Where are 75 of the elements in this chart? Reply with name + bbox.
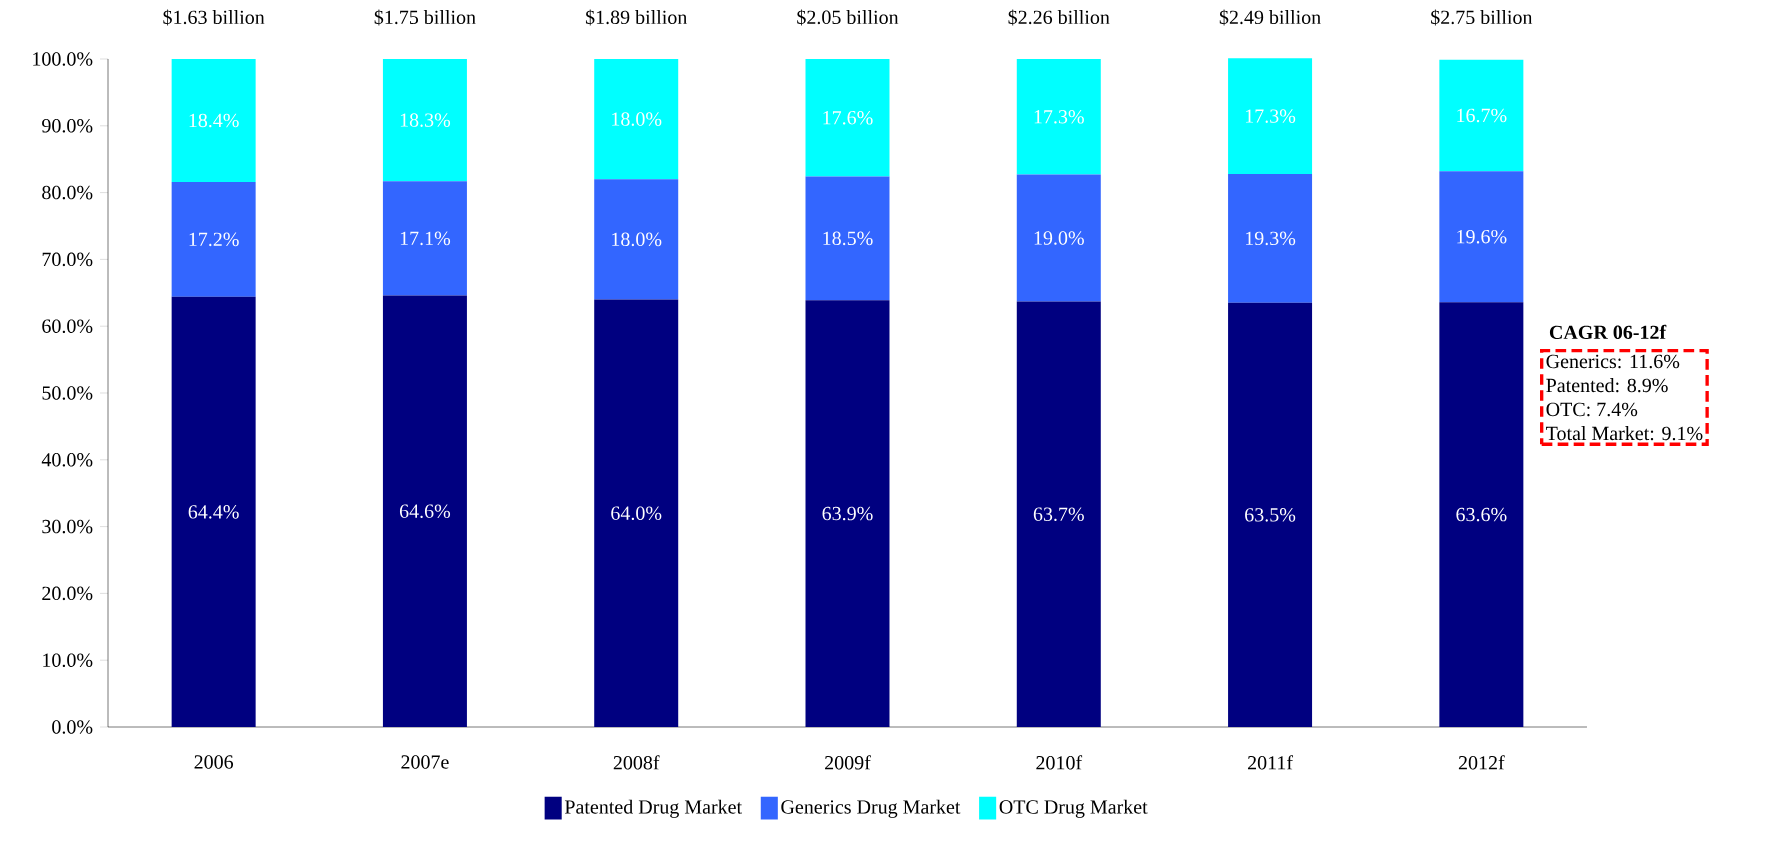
y-tick-label: 10.0% <box>43 653 93 667</box>
bar <box>1439 171 1524 303</box>
legend-label: OTC Drug Market <box>999 799 1148 818</box>
data-label: 16.7% <box>1457 108 1507 123</box>
data-label: 63.9% <box>822 506 873 521</box>
y-tick-label: 90.0% <box>42 119 93 133</box>
bar <box>594 59 679 180</box>
bar <box>594 179 679 300</box>
data-label: 64.6% <box>399 504 451 519</box>
x-tick-label: 2010f <box>1036 755 1083 770</box>
bar <box>1228 302 1313 727</box>
bar <box>1016 59 1101 175</box>
x-tick-label: 2012f <box>1458 755 1505 770</box>
annotation: Generics: 11.6% <box>1546 354 1680 369</box>
data-label: 64.4% <box>188 505 239 519</box>
data-label: 19.0% <box>1034 231 1084 245</box>
data-label: 18.0% <box>612 232 662 247</box>
data-label: 63.5% <box>1245 508 1296 522</box>
annotation: $2.75 billion <box>1431 9 1533 26</box>
annotation: $2.05 billion <box>797 9 899 26</box>
y-tick-label: 40.0% <box>41 453 93 467</box>
bar <box>171 296 256 727</box>
bar <box>171 181 256 297</box>
y-tick-label: 30.0% <box>42 519 93 534</box>
data-label: 19.3% <box>1246 231 1296 246</box>
y-tick-label: 100.0% <box>33 52 93 66</box>
data-label: 63.6% <box>1456 507 1507 522</box>
data-label: 17.2% <box>189 232 239 247</box>
bar <box>1016 301 1101 727</box>
data-label: 17.6% <box>823 110 873 125</box>
data-label: 64.0% <box>611 506 662 521</box>
y-tick-label: 70.0% <box>42 252 93 267</box>
x-tick-label: 2006 <box>194 755 234 769</box>
data-label: 18.0% <box>612 112 662 126</box>
y-tick-label: 50.0% <box>42 386 93 400</box>
bar <box>171 59 256 182</box>
legend-label: Patented Drug Market <box>564 799 742 818</box>
annotation: $1.63 billion <box>163 9 265 26</box>
annotation: CAGR 06-12f <box>1549 324 1667 340</box>
data-label: 17.3% <box>1034 109 1084 124</box>
bar <box>594 299 679 727</box>
bar <box>805 300 890 727</box>
bar <box>1228 58 1313 174</box>
x-tick-label: 2007e <box>401 755 449 769</box>
bar <box>382 59 467 182</box>
annotation: $1.89 billion <box>585 9 688 26</box>
bar <box>382 181 467 296</box>
y-tick-label: 80.0% <box>42 185 93 200</box>
y-tick-label: 60.0% <box>42 319 93 333</box>
legend-label: Generics Drug Market <box>781 799 961 818</box>
annotation: $1.75 billion <box>374 9 476 26</box>
bar <box>1016 174 1101 302</box>
y-tick-label: 0.0% <box>52 720 93 734</box>
annotation: Patented: 8.9% <box>1546 378 1668 393</box>
bar <box>1439 302 1524 727</box>
bar <box>382 295 467 727</box>
annotation: Total Market: 9.1% <box>1546 426 1703 441</box>
bar <box>805 59 890 177</box>
data-label: 63.7% <box>1033 507 1084 522</box>
annotation: OTC: 7.4% <box>1546 402 1638 417</box>
bar <box>805 176 890 301</box>
data-label: 18.4% <box>189 113 239 128</box>
x-tick-label: 2009f <box>825 755 871 770</box>
data-label: 18.3% <box>400 113 451 127</box>
annotation: $2.26 billion <box>1008 9 1110 26</box>
data-label: 17.3% <box>1246 109 1296 123</box>
y-tick-label: 20.0% <box>42 586 93 601</box>
x-tick-label: 2008f <box>613 755 660 770</box>
bar <box>1439 59 1524 172</box>
data-label: 17.1% <box>400 231 451 246</box>
bar <box>1228 173 1313 303</box>
annotation: $2.49 billion <box>1219 9 1321 26</box>
x-tick-label: 2011f <box>1247 755 1294 770</box>
data-label: 18.5% <box>823 231 873 246</box>
data-label: 19.6% <box>1457 229 1507 244</box>
